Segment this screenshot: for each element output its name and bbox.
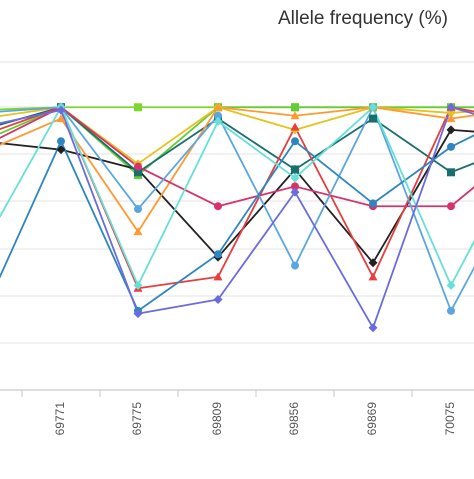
series-7-point-4 — [291, 182, 299, 191]
series-5-point-5 — [368, 272, 378, 281]
x-tick-label: 70075 — [443, 402, 457, 436]
series-11-point-3 — [213, 295, 223, 305]
series-6-point-6 — [446, 114, 456, 123]
series-9-point-6 — [447, 142, 455, 151]
series-3-point-6 — [446, 125, 456, 135]
series-lines — [0, 106, 474, 329]
series-10-point-3 — [213, 116, 223, 126]
series-6-point-2 — [133, 227, 143, 236]
series-4-point-4 — [291, 165, 299, 174]
series-0-point-2 — [134, 103, 142, 112]
series-8-point-4 — [291, 261, 299, 270]
series-line-9 — [0, 134, 474, 312]
series-line-3 — [0, 128, 474, 264]
series-5-point-4 — [290, 122, 300, 131]
series-11-point-1 — [56, 105, 66, 115]
series-3-point-1 — [56, 145, 66, 155]
series-7-point-3 — [214, 202, 222, 211]
x-tick-label: 69869 — [365, 402, 379, 436]
series-10-point-2 — [133, 280, 143, 290]
x-tick-label: 69775 — [130, 402, 144, 436]
series-11-point-4 — [290, 187, 300, 197]
series-4-point-5 — [369, 114, 377, 123]
chart-title: Allele frequency (%) — [277, 8, 448, 29]
series-5-point-3 — [213, 272, 223, 281]
series-11-point-6 — [446, 102, 456, 112]
series-7-point-2 — [134, 162, 142, 171]
series-line-8 — [0, 106, 474, 312]
series-6-point-4 — [290, 111, 300, 120]
x-axis — [0, 389, 474, 397]
series-11-point-5 — [368, 323, 378, 333]
series-6-point-3 — [213, 102, 223, 111]
series-line-11 — [0, 106, 474, 329]
series-7-point-6 — [447, 202, 455, 211]
x-tick-labels: 69771 69775 69809 69856 69869 70075 — [53, 402, 457, 436]
series-9-point-4 — [291, 137, 299, 146]
series-10-point-4 — [290, 173, 300, 183]
series-line-10 — [0, 106, 474, 287]
series-4-point-6 — [447, 168, 455, 177]
series-markers — [56, 102, 456, 333]
series-9-point-3 — [214, 250, 222, 259]
series-4-point-2 — [134, 168, 142, 177]
x-tick-label: 69856 — [287, 402, 301, 436]
series-8-point-2 — [134, 205, 142, 214]
x-tick-label: 69771 — [53, 402, 67, 436]
x-tick-label: 69809 — [210, 402, 224, 436]
series-8-point-6 — [447, 306, 455, 315]
series-10-point-5 — [368, 102, 378, 112]
series-8-point-3 — [214, 111, 222, 120]
series-6-point-1 — [56, 114, 66, 123]
grid-lines — [0, 61, 474, 344]
series-10-point-6 — [446, 280, 456, 290]
series-3-point-5 — [368, 258, 378, 268]
series-9-point-1 — [57, 137, 65, 146]
series-11-point-2 — [133, 309, 143, 319]
series-1-point-4 — [291, 103, 299, 112]
series-line-7 — [0, 106, 474, 208]
series-9-point-5 — [369, 199, 377, 208]
